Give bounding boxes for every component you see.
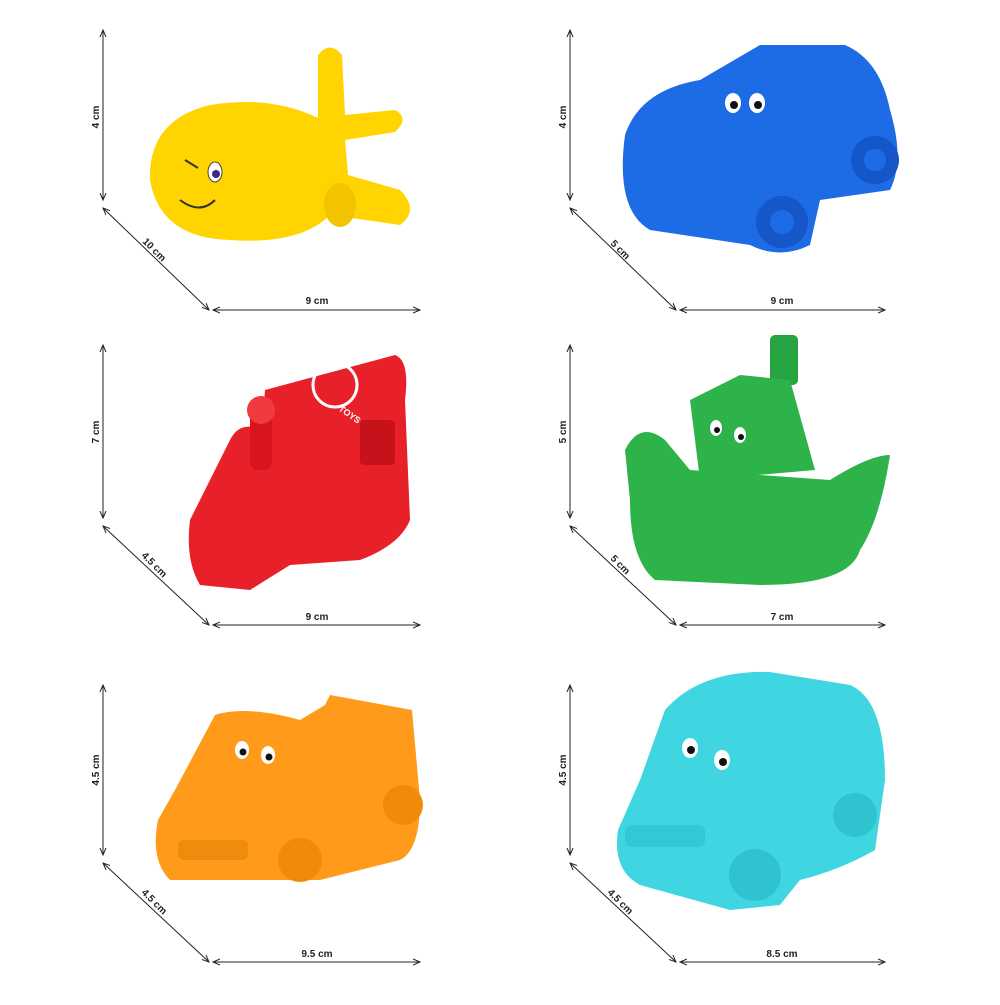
bus-width-label: 8.5 cm [766, 949, 797, 960]
airplane-width-label: 9 cm [306, 296, 329, 307]
boat-width-label: 7 cm [771, 612, 794, 623]
bus-toy [616, 671, 885, 910]
bus-height-label: 4.5 cm [558, 754, 569, 785]
depth-arrow [103, 526, 209, 625]
depth-arrow [103, 208, 209, 310]
dimension-arrows [103, 30, 885, 962]
depth-arrow [570, 526, 676, 625]
train-width-label: 9 cm [306, 612, 329, 623]
boat-height-label: 5 cm [558, 420, 569, 443]
train-height-label: 7 cm [91, 420, 102, 443]
depth-arrow [103, 863, 209, 962]
pickup-truck-toy [155, 695, 423, 882]
truck-width-label: 9.5 cm [301, 949, 332, 960]
train-depth-label: 4.5 cm [139, 550, 169, 580]
depth-arrow [570, 208, 676, 310]
car-height-label: 4 cm [558, 105, 569, 128]
car-width-label: 9 cm [771, 296, 794, 307]
airplane-toy [149, 47, 410, 241]
train-toy: TOYS [188, 355, 410, 590]
truck-depth-label: 4.5 cm [139, 887, 169, 917]
boat-toy [625, 335, 890, 585]
car-depth-label: 5 cm [608, 238, 632, 262]
airplane-height-label: 4 cm [91, 105, 102, 128]
depth-arrow [570, 863, 676, 962]
truck-height-label: 4.5 cm [91, 754, 102, 785]
car-toy [622, 45, 899, 253]
airplane-depth-label: 10 cm [140, 236, 168, 264]
bus-depth-label: 4.5 cm [605, 887, 635, 917]
